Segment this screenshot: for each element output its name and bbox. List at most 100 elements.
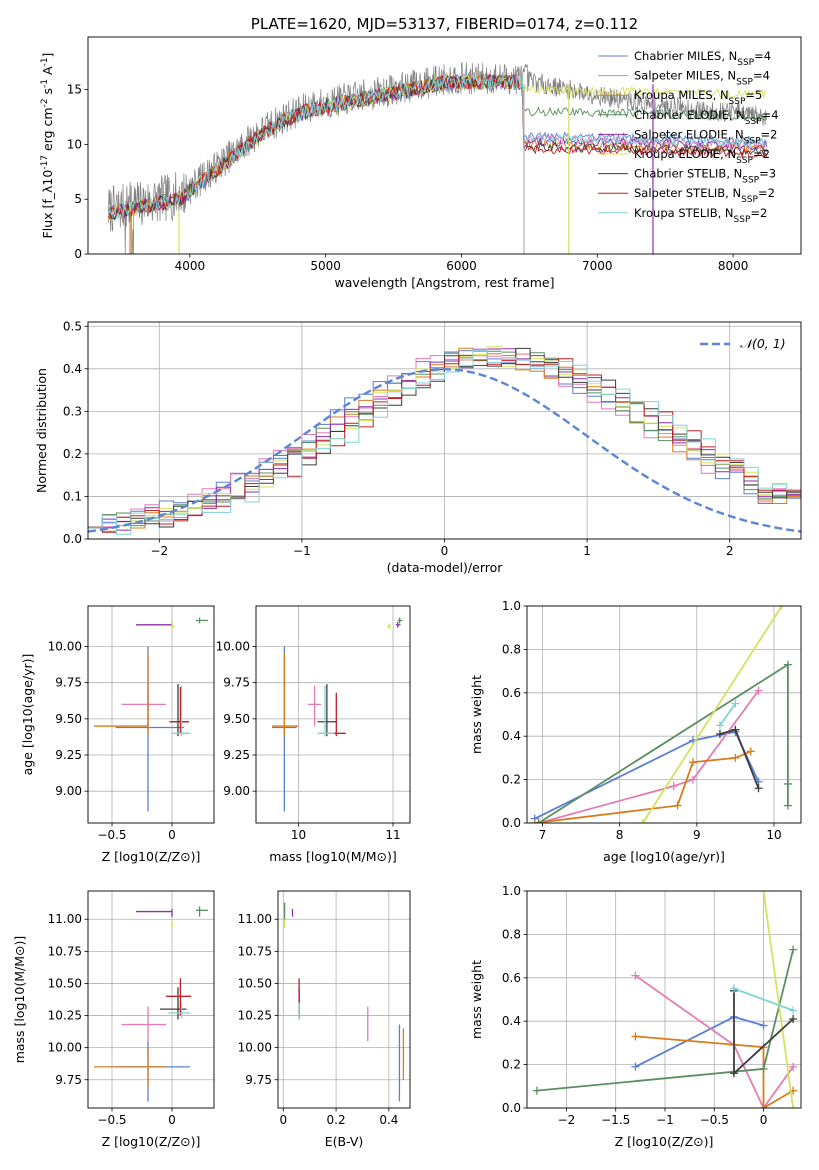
axes-frame [87, 36, 802, 255]
mass-weight-marker [731, 725, 740, 734]
error-bar-point [136, 908, 173, 917]
error-bar-point [172, 687, 189, 734]
mass-weight-marker [759, 1064, 768, 1073]
error-bar-point [136, 621, 173, 628]
x-tick-label: −1 [656, 1113, 674, 1127]
mass-weight-line [719, 703, 737, 726]
x-tick-label: 0 [168, 1113, 176, 1127]
mass-weight-marker [631, 971, 640, 980]
x-tick-label: 9 [693, 828, 701, 842]
error-bar-point [326, 692, 346, 737]
y-tick-label: 0.4 [502, 1014, 521, 1028]
error-bar-point [317, 684, 337, 737]
mass_vs_Z-plot-area [94, 906, 208, 1102]
error-bar-point [196, 617, 208, 624]
x-tick-label: 11 [385, 828, 400, 842]
mass-weight-marker [789, 1015, 798, 1024]
x-tick-label: 8000 [718, 259, 749, 273]
x-tick-label: −2 [558, 1113, 576, 1127]
mass-weight-marker [715, 721, 724, 730]
y-tick-label: 10.00 [216, 640, 250, 654]
x-tick-label: −0.5 [97, 828, 126, 842]
y-axis-label: mass weight [469, 960, 484, 1039]
legend-label: Chabrier MILES, NSSP=4 [634, 49, 771, 68]
weight_vs_Z-panel: −2 −1.5 −1 −0.5 0 0.0 0.2 0.4 0.6 0.8 1.0 Z [log10(… [469, 884, 802, 1149]
y-tick-label: 0.0 [63, 532, 82, 546]
mass-weight-marker [783, 779, 792, 788]
y-tick-label: 9.25 [223, 748, 250, 762]
y-tick-label: 10.25 [238, 1009, 272, 1023]
x-axis-label: wavelength [Angstrom, rest frame] [334, 275, 554, 290]
residual-histogram-line [88, 349, 801, 535]
y-tick-label: 1.0 [502, 884, 521, 898]
mass-weight-line [538, 662, 789, 823]
mass-weight-marker [631, 1032, 640, 1041]
mass_vs_Z-panel: −0.5 0 9.75 10.00 10.25 10.50 10.75 11.00 Z [log… [12, 890, 215, 1149]
residuals-plot-area [88, 346, 801, 535]
mass-weight-line [534, 730, 760, 820]
axes-frame [87, 321, 802, 540]
mass-weight-marker [746, 747, 755, 756]
error-bar-point [387, 623, 392, 630]
x-axis-label: Z [log10(Z/Z⊙)] [102, 849, 201, 864]
x-axis-label: mass [log10(M/M⊙)] [269, 849, 397, 864]
mass-weight-line [733, 987, 794, 1012]
mass-weight-marker [731, 753, 740, 762]
mass-weight-line [538, 690, 760, 823]
x-tick-label: −1 [293, 544, 311, 558]
residuals-panel: −2 −1 0 1 2 0.0 0.1 0.2 0.3 0.4 0.5 (data-model)/er… [34, 319, 802, 575]
y-tick-label: 0.6 [502, 971, 521, 985]
x-tick-label: 1 [583, 544, 591, 558]
mass-weight-line [634, 974, 794, 1108]
x-axis-label: (data-model)/error [387, 560, 504, 575]
error-bar-point [307, 685, 322, 727]
x-axis-label: Z [log10(Z/Z⊙)] [615, 1134, 714, 1149]
mass-weight-marker [731, 699, 740, 708]
x-axis-label: age [log10(age/yr)] [603, 849, 725, 864]
mass-weight-marker [754, 686, 763, 695]
weight_vs_age-panel: 7 8 9 10 0.0 0.2 0.4 0.6 0.8 1.0 age [log10(age/yr… [469, 599, 802, 864]
y-tick-label: 5 [74, 192, 82, 206]
mass-weight-marker [759, 891, 768, 895]
axes-frame [277, 890, 411, 1109]
y-tick-label: 1.0 [502, 599, 521, 613]
error-bar-point [115, 1041, 190, 1102]
error-bar-point [172, 685, 190, 737]
y-tick-label: 0.1 [63, 489, 82, 503]
y-tick-label: 10.75 [48, 944, 82, 958]
mass-weight-marker [789, 1006, 798, 1015]
axes-frame [255, 605, 411, 824]
x-axis-label: E(B-V) [325, 1134, 364, 1149]
legend-label: Salpeter MILES, NSSP=4 [634, 69, 770, 88]
mass-weight-marker [759, 1104, 768, 1108]
age_vs_Z-plot-area [94, 617, 208, 812]
x-tick-label: 6000 [446, 259, 477, 273]
mass-weight-marker [638, 819, 647, 823]
error-bar-point [121, 1006, 166, 1042]
mass-weight-marker [789, 1104, 798, 1108]
legend-label: Kroupa MILES, NSSP=5 [634, 88, 762, 107]
mass-weight-line [534, 750, 752, 823]
y-tick-label: 0.0 [502, 816, 521, 830]
model-spectrum-line [108, 73, 768, 220]
error-bar-point [160, 987, 187, 1020]
mass-weight-marker [673, 801, 682, 810]
y-tick-label: 0.8 [502, 927, 521, 941]
x-tick-label: 5000 [310, 259, 341, 273]
error-bar-point [94, 1047, 166, 1087]
x-tick-label: 7 [539, 828, 547, 842]
mass-weight-marker [759, 1021, 768, 1030]
y-tick-label: 9.75 [55, 676, 82, 690]
legend-label: Kroupa STELIB, NSSP=2 [634, 206, 767, 225]
mass-weight-marker [715, 730, 724, 739]
error-bar-point [168, 1002, 190, 1019]
x-tick-label: 0.2 [327, 1113, 346, 1127]
y-tick-label: 9.50 [55, 712, 82, 726]
mass-weight-marker [688, 775, 697, 784]
x-tick-label: 0 [760, 1113, 768, 1127]
spectrum-plot-area [107, 62, 768, 254]
residual-histogram-line [88, 354, 801, 533]
mass-weight-marker [789, 945, 798, 954]
mass-weight-marker [754, 784, 763, 793]
mass-weight-marker [532, 1086, 541, 1095]
